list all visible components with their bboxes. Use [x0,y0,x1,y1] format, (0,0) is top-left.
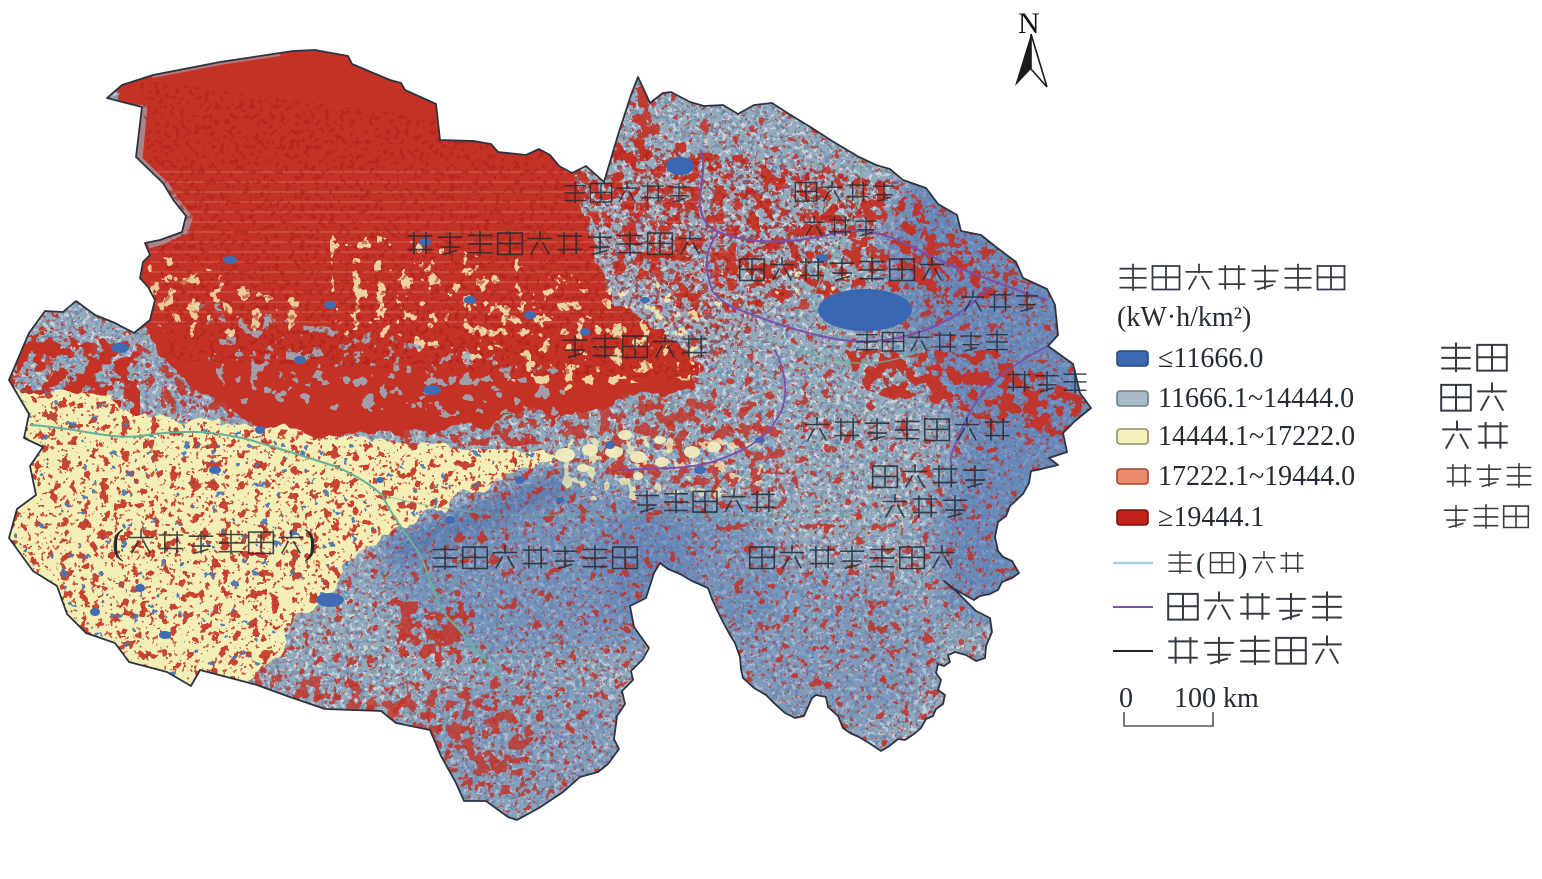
svg-text:N: N [1018,7,1040,40]
svg-text:(: ( [1196,549,1205,580]
svg-text:17222.1~19444.0: 17222.1~19444.0 [1158,461,1355,492]
svg-text:0: 0 [1119,683,1133,714]
svg-text:(kW·h/km²): (kW·h/km²) [1117,302,1251,333]
svg-text:11666.1~14444.0: 11666.1~14444.0 [1158,383,1354,414]
svg-text:≤11666.0: ≤11666.0 [1158,343,1263,374]
svg-text:100 km: 100 km [1174,683,1259,714]
svg-text:): ) [1238,549,1247,580]
svg-text:): ) [304,522,316,562]
svg-text:(: ( [112,522,124,562]
svg-text:14444.1~17222.0: 14444.1~17222.0 [1158,421,1355,452]
svg-text:≥19444.1: ≥19444.1 [1158,502,1264,533]
